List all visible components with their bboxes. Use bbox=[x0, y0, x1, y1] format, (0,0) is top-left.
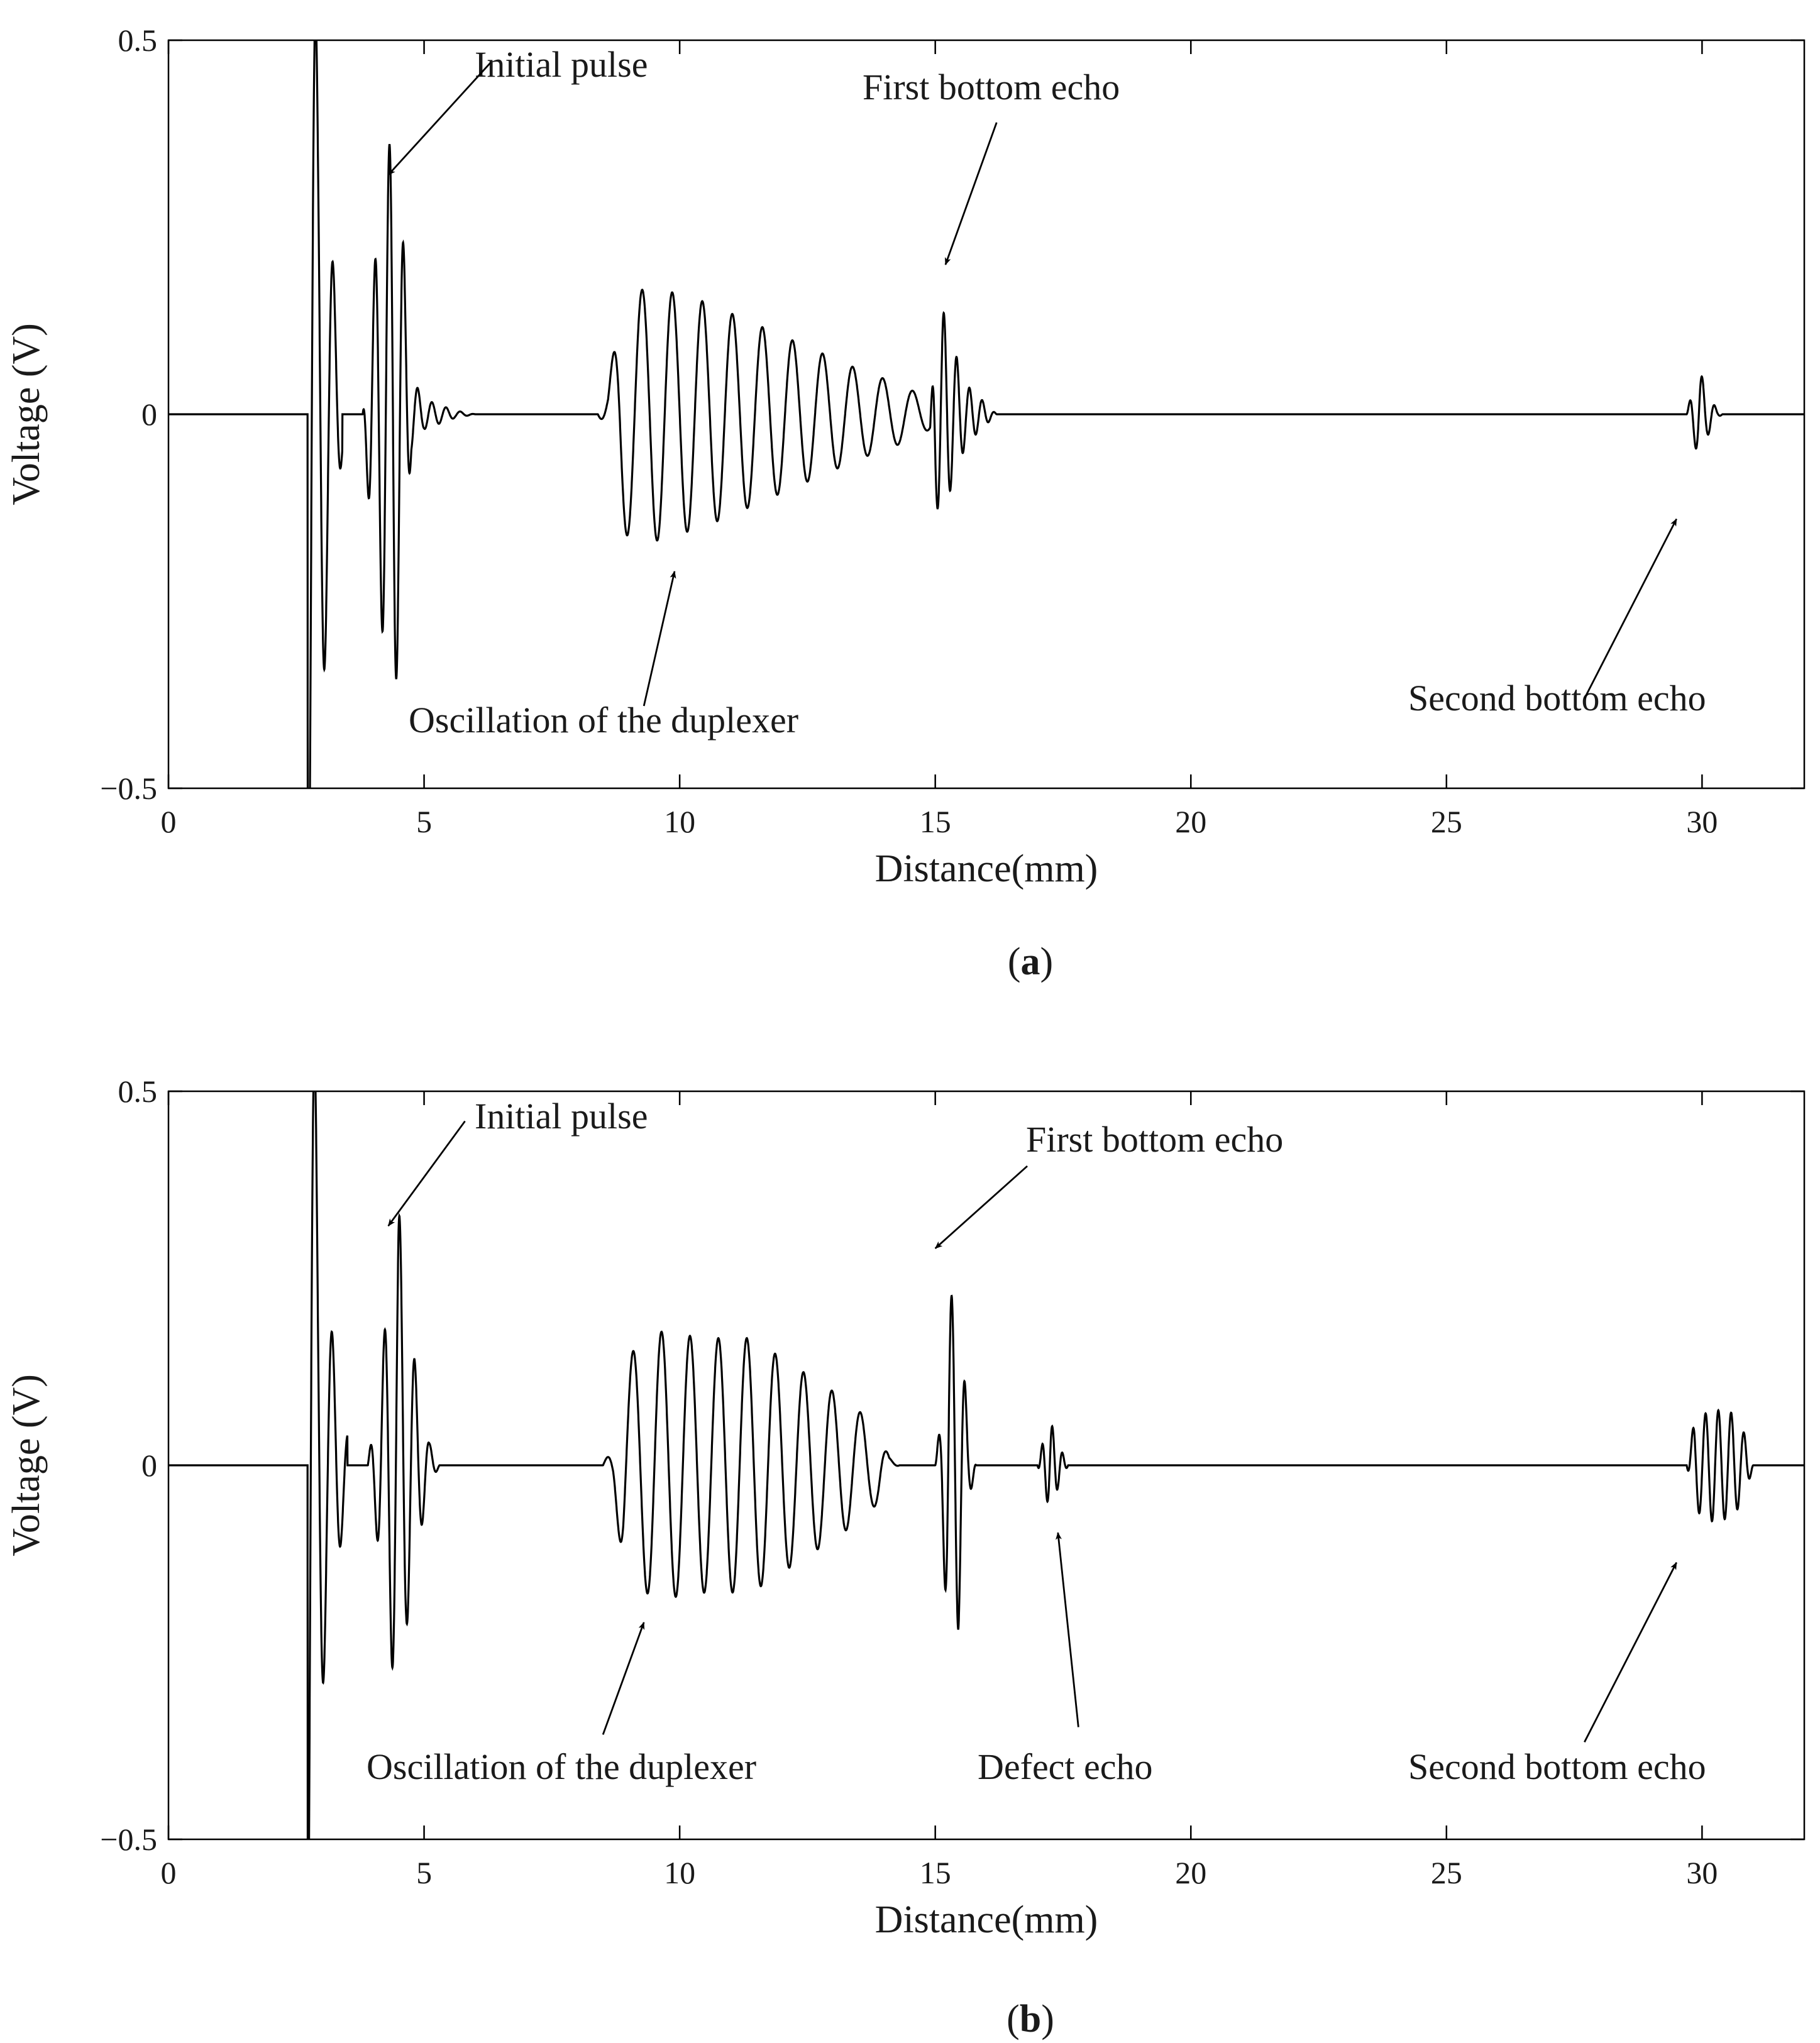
x-tick-label: 15 bbox=[920, 804, 951, 839]
y-tick-label: 0 bbox=[141, 1448, 157, 1483]
annotation-label: Second bottom echo bbox=[1408, 1746, 1706, 1787]
annotation-label: Oscillation of the duplexer bbox=[409, 700, 798, 741]
annotation-label: Initial pulse bbox=[475, 44, 648, 85]
annotation-arrow bbox=[1584, 1561, 1677, 1743]
y-axis-label: Voltage (V) bbox=[5, 1374, 48, 1556]
annotation-arrow bbox=[934, 1165, 1028, 1249]
x-tick-label: 15 bbox=[920, 1855, 951, 1890]
panel-label: (b) bbox=[1007, 1998, 1054, 2040]
signal-trace bbox=[168, 1091, 1804, 1839]
annotation-label: Oscillation of the duplexer bbox=[367, 1746, 756, 1787]
chart-panel-a: 0 5 10 15 20 25 30−0.500.5Distance(mm)Voltage … bbox=[5, 23, 1806, 983]
annotation-arrow bbox=[1584, 518, 1677, 699]
annotation-label: Initial pulse bbox=[475, 1096, 648, 1137]
y-tick-label: 0 bbox=[141, 397, 157, 432]
annotation-arrow bbox=[387, 1120, 466, 1227]
x-tick-label: 25 bbox=[1431, 1855, 1462, 1890]
x-tick-label: 5 bbox=[416, 1855, 432, 1890]
signal-trace bbox=[168, 40, 1804, 788]
x-tick-label: 10 bbox=[664, 804, 695, 839]
annotation-label: Second bottom echo bbox=[1408, 678, 1706, 719]
x-tick-label: 25 bbox=[1431, 804, 1462, 839]
y-tick-label: −0.5 bbox=[100, 771, 157, 806]
x-tick-label: 0 bbox=[161, 1855, 177, 1890]
chart-panel-b: 0 5 10 15 20 25 30−0.500.5Distance(mm)Voltage … bbox=[5, 1074, 1806, 2040]
annotation-arrow bbox=[387, 62, 492, 176]
y-tick-label: −0.5 bbox=[100, 1822, 157, 1857]
x-axis-label: Distance(mm) bbox=[875, 847, 1098, 890]
x-tick-label: 0 bbox=[161, 804, 177, 839]
x-axis-label: Distance(mm) bbox=[875, 1898, 1098, 1941]
y-tick-label: 0.5 bbox=[118, 23, 158, 58]
annotation-arrow bbox=[643, 570, 676, 707]
annotation-arrow bbox=[1056, 1532, 1079, 1727]
x-tick-label: 30 bbox=[1686, 1855, 1718, 1890]
x-tick-label: 20 bbox=[1175, 1855, 1206, 1890]
y-axis-label: Voltage (V) bbox=[5, 323, 48, 505]
x-tick-label: 30 bbox=[1686, 804, 1718, 839]
x-tick-label: 20 bbox=[1175, 804, 1206, 839]
annotation-arrow bbox=[944, 122, 998, 265]
annotation-arrow bbox=[602, 1621, 645, 1735]
annotation-label: Defect echo bbox=[978, 1746, 1153, 1787]
panel-label: (a) bbox=[1008, 940, 1053, 983]
annotation-label: First bottom echo bbox=[1026, 1119, 1283, 1160]
x-tick-label: 10 bbox=[664, 1855, 695, 1890]
annotation-label: First bottom echo bbox=[863, 67, 1120, 107]
y-tick-label: 0.5 bbox=[118, 1074, 158, 1109]
x-tick-label: 5 bbox=[416, 804, 432, 839]
